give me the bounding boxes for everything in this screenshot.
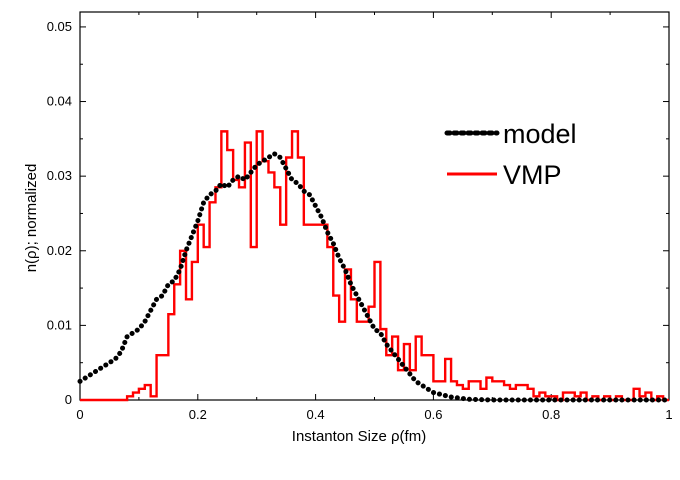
legend-label-vmp: VMP: [503, 160, 562, 190]
x-axis: 0 0.2 0.4 0.6 0.8 1: [76, 12, 673, 422]
x-tick-label: 1: [665, 407, 672, 422]
legend: model VMP: [444, 119, 577, 190]
x-axis-title: Instanton Size ρ(fm): [292, 428, 426, 445]
x-tick-label: 0.8: [542, 407, 560, 422]
x-tick-label: 0.2: [189, 407, 207, 422]
y-axis-title: n(ρ); normalized: [23, 164, 40, 273]
y-axis: 0 0.01 0.02 0.03 0.04 0.05: [47, 19, 669, 407]
x-tick-label: 0: [76, 407, 83, 422]
legend-label-model: model: [503, 119, 577, 149]
y-tick-label: 0.02: [47, 243, 72, 258]
series-layer: [77, 130, 672, 403]
x-tick-label: 0.6: [424, 407, 442, 422]
y-tick-label: 0.01: [47, 317, 72, 332]
y-tick-label: 0: [65, 392, 72, 407]
y-tick-label: 0.03: [47, 168, 72, 183]
series-vmp-line: [80, 130, 669, 402]
y-tick-label: 0.04: [47, 94, 72, 109]
series-model-line: [77, 150, 672, 403]
y-tick-label: 0.05: [47, 19, 72, 34]
x-tick-label: 0.4: [307, 407, 325, 422]
